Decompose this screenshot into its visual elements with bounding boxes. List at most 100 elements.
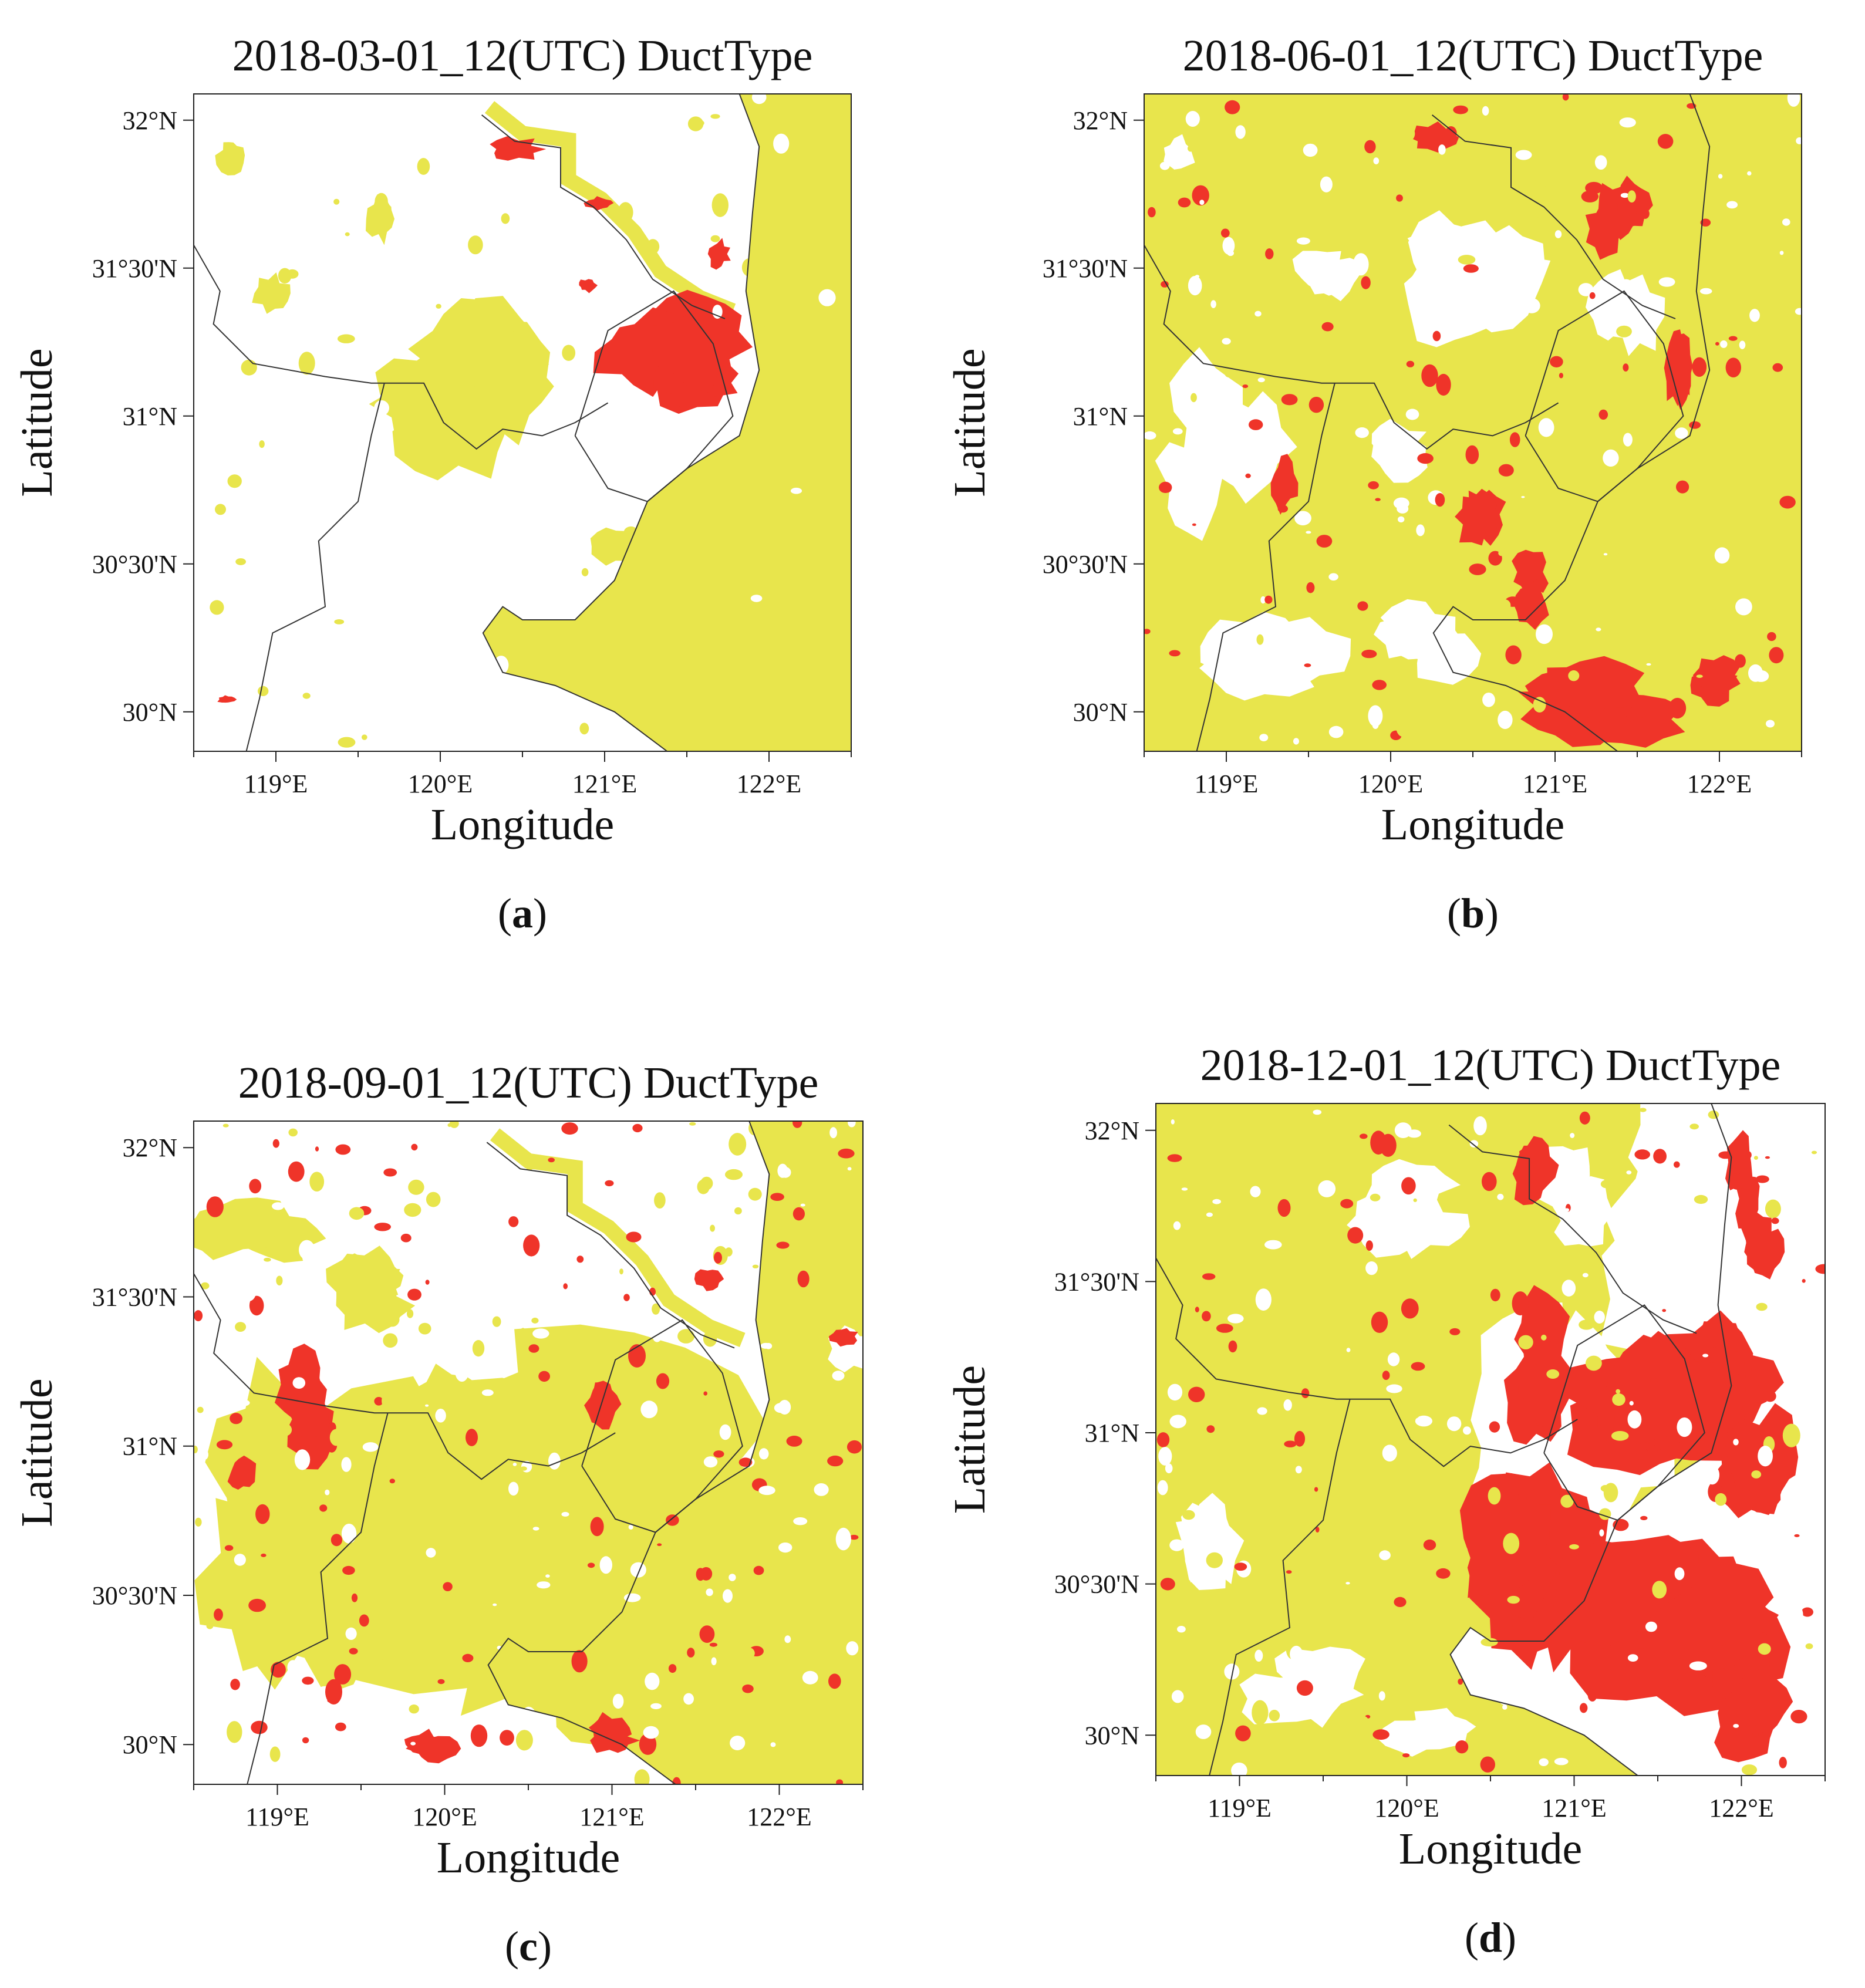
speckle	[1375, 498, 1381, 501]
speckle	[493, 1603, 497, 1606]
speckle	[776, 1241, 790, 1249]
speckle	[523, 1234, 540, 1257]
speckle	[1402, 1753, 1410, 1758]
speckle	[241, 1282, 257, 1302]
speckle	[1167, 1383, 1183, 1401]
speckle	[1755, 1175, 1769, 1183]
speckle	[1398, 516, 1405, 523]
speckle	[374, 1223, 391, 1231]
speckle	[1465, 445, 1479, 464]
speckle	[1413, 1198, 1417, 1202]
speckle	[1689, 421, 1701, 429]
speckle	[532, 1527, 539, 1531]
speckle	[1212, 1199, 1221, 1204]
speckle	[1259, 1243, 1264, 1247]
speckle	[1801, 1607, 1813, 1617]
speckle	[1401, 1177, 1416, 1195]
speckle	[650, 1136, 666, 1149]
speckle	[1747, 171, 1752, 175]
speckle	[1387, 582, 1395, 593]
speckle	[1227, 1314, 1244, 1324]
speckle	[1405, 409, 1419, 420]
speckle	[1177, 1626, 1186, 1633]
speckle	[1235, 1725, 1251, 1741]
speckle	[1598, 1425, 1602, 1432]
speckle	[1523, 298, 1540, 313]
speckle	[1360, 1133, 1368, 1139]
speckle	[1490, 1288, 1500, 1302]
speckle	[362, 734, 367, 740]
speckle	[1384, 1341, 1395, 1352]
speckle	[1594, 1311, 1605, 1324]
speckle	[736, 702, 741, 708]
speckle	[802, 1220, 817, 1230]
speckle	[411, 1383, 419, 1394]
speckle	[1160, 1578, 1175, 1591]
speckle	[1773, 1109, 1786, 1118]
speckle	[1749, 519, 1762, 535]
speckle	[1627, 190, 1636, 202]
x-tick-label: 121°E	[572, 769, 637, 798]
speckle	[1708, 595, 1719, 610]
speckle	[1293, 738, 1300, 745]
speckle	[520, 1328, 526, 1335]
speckle	[1619, 279, 1634, 293]
speckle	[734, 1207, 742, 1215]
speckle	[1689, 1661, 1707, 1670]
y-axis-label: Latitude	[945, 348, 994, 497]
speckle	[325, 1679, 342, 1705]
speckle	[703, 1391, 707, 1396]
speckle	[657, 1543, 662, 1546]
speckle	[1499, 531, 1505, 537]
speckle	[703, 1456, 718, 1468]
y-tick-label: 30°N	[1073, 698, 1128, 727]
speckle	[1172, 428, 1183, 435]
elevated-duct-area	[1270, 454, 1299, 515]
speckle	[1753, 670, 1769, 682]
sea-region	[488, 1121, 863, 1784]
panel-caption: (a)	[498, 890, 547, 937]
speckle	[1394, 1122, 1412, 1138]
speckle	[725, 1169, 743, 1180]
speckle	[325, 1489, 330, 1496]
speckle	[1715, 1493, 1727, 1506]
speckle	[1402, 1497, 1411, 1502]
speckle	[1260, 596, 1266, 604]
speckle	[520, 1466, 527, 1471]
speckle	[1753, 1156, 1758, 1160]
speckle	[1593, 1348, 1604, 1354]
speckle	[1158, 1447, 1172, 1466]
y-tick-label: 31°N	[1073, 402, 1128, 431]
speckle	[1210, 300, 1216, 308]
speckle	[623, 1294, 630, 1301]
speckle	[1811, 1150, 1817, 1155]
y-tick-label: 30°30'N	[1054, 1570, 1139, 1599]
speckle	[1156, 1432, 1170, 1447]
speckle	[1807, 1637, 1824, 1655]
river-bank	[1448, 1124, 1697, 1334]
speckle	[730, 1730, 739, 1737]
speckle	[1560, 1494, 1574, 1508]
speckle	[1423, 1539, 1436, 1551]
speckle	[1700, 218, 1711, 227]
x-tick-label: 122°E	[747, 1803, 811, 1831]
speckle	[1416, 524, 1425, 536]
province-border	[1209, 1399, 1351, 1776]
speckle	[1539, 1758, 1549, 1766]
speckle	[313, 1155, 325, 1171]
speckle	[563, 1283, 568, 1290]
speckle	[1355, 427, 1369, 438]
speckle	[1596, 627, 1601, 632]
speckle	[373, 1315, 379, 1324]
elevated-duct-area	[1517, 1338, 1577, 1429]
speckle	[561, 1511, 569, 1517]
speckle	[753, 1565, 764, 1575]
speckle	[1199, 200, 1205, 205]
speckle	[1619, 117, 1636, 128]
speckle	[1399, 1383, 1410, 1397]
speckle	[525, 1161, 534, 1171]
speckle	[1301, 1388, 1310, 1399]
speckle	[310, 1315, 315, 1320]
speckle	[1684, 124, 1697, 141]
speckle	[215, 504, 226, 515]
